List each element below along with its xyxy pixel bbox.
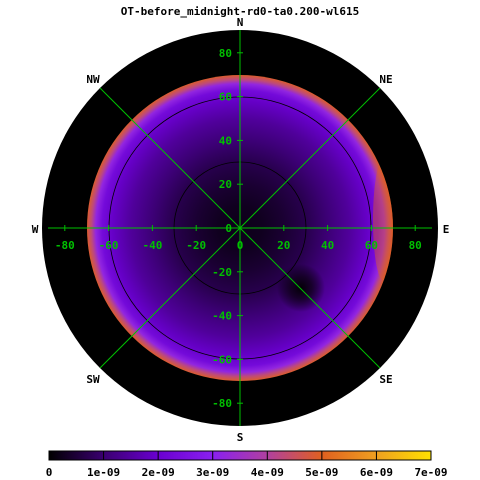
chart-title: OT-before_midnight-rd0-ta0.200-wl615 bbox=[121, 5, 359, 18]
y-tick-label: -40 bbox=[212, 310, 232, 323]
colorbar-tick-label: 3e-09 bbox=[196, 466, 229, 479]
x-tick-label: 40 bbox=[321, 239, 334, 252]
colorbar-ticks bbox=[48, 451, 432, 460]
direction-labels: N NE E SE S SW W NW bbox=[32, 16, 450, 444]
direction-label-n: N bbox=[237, 16, 244, 29]
x-tick-label: -40 bbox=[142, 239, 162, 252]
y-tick-label: -80 bbox=[212, 397, 232, 410]
x-tick-label: 20 bbox=[277, 239, 290, 252]
colorbar-tick-label: 2e-09 bbox=[142, 466, 175, 479]
y-tick-label: 40 bbox=[219, 134, 232, 147]
colorbar-tick-labels: 0 1e-09 2e-09 3e-09 4e-09 5e-09 6e-09 7e-09 bbox=[46, 466, 448, 479]
colorbar-tick-label: 5e-09 bbox=[305, 466, 338, 479]
x-tick-labels: -80 -60 -40 -20 0 20 40 60 80 bbox=[55, 239, 422, 252]
x-tick-label: -20 bbox=[186, 239, 206, 252]
direction-label-nw: NW bbox=[86, 73, 100, 86]
y-tick-label: 20 bbox=[219, 178, 232, 191]
dark-spot bbox=[277, 264, 325, 312]
colorbar-tick-label: 1e-09 bbox=[87, 466, 120, 479]
x-tick-label: 60 bbox=[365, 239, 378, 252]
x-tick-label: 80 bbox=[409, 239, 422, 252]
y-tick-label: 60 bbox=[219, 91, 232, 104]
x-tick-label: 0 bbox=[237, 239, 244, 252]
direction-label-sw: SW bbox=[86, 373, 100, 386]
direction-label-e: E bbox=[443, 223, 450, 236]
colorbar-tick-label: 6e-09 bbox=[360, 466, 393, 479]
y-tick-label: 80 bbox=[219, 47, 232, 60]
y-tick-label: -20 bbox=[212, 266, 232, 279]
direction-label-w: W bbox=[32, 223, 39, 236]
axis-tick-marks bbox=[64, 52, 416, 404]
y-tick-labels: -80 -60 -40 -20 0 20 40 60 80 bbox=[212, 47, 232, 410]
y-tick-label: -60 bbox=[212, 353, 232, 366]
colorbar-tick-label: 4e-09 bbox=[251, 466, 284, 479]
colorbar bbox=[48, 450, 432, 461]
direction-label-ne: NE bbox=[379, 73, 392, 86]
x-tick-label: -80 bbox=[55, 239, 75, 252]
direction-label-se: SE bbox=[379, 373, 392, 386]
direction-label-s: S bbox=[237, 431, 244, 444]
y-tick-label: 0 bbox=[225, 222, 232, 235]
x-tick-label: -60 bbox=[99, 239, 119, 252]
colorbar-tick-label: 0 bbox=[46, 466, 53, 479]
colorbar-tick-label: 7e-09 bbox=[414, 466, 447, 479]
southeast-glow bbox=[373, 160, 393, 280]
